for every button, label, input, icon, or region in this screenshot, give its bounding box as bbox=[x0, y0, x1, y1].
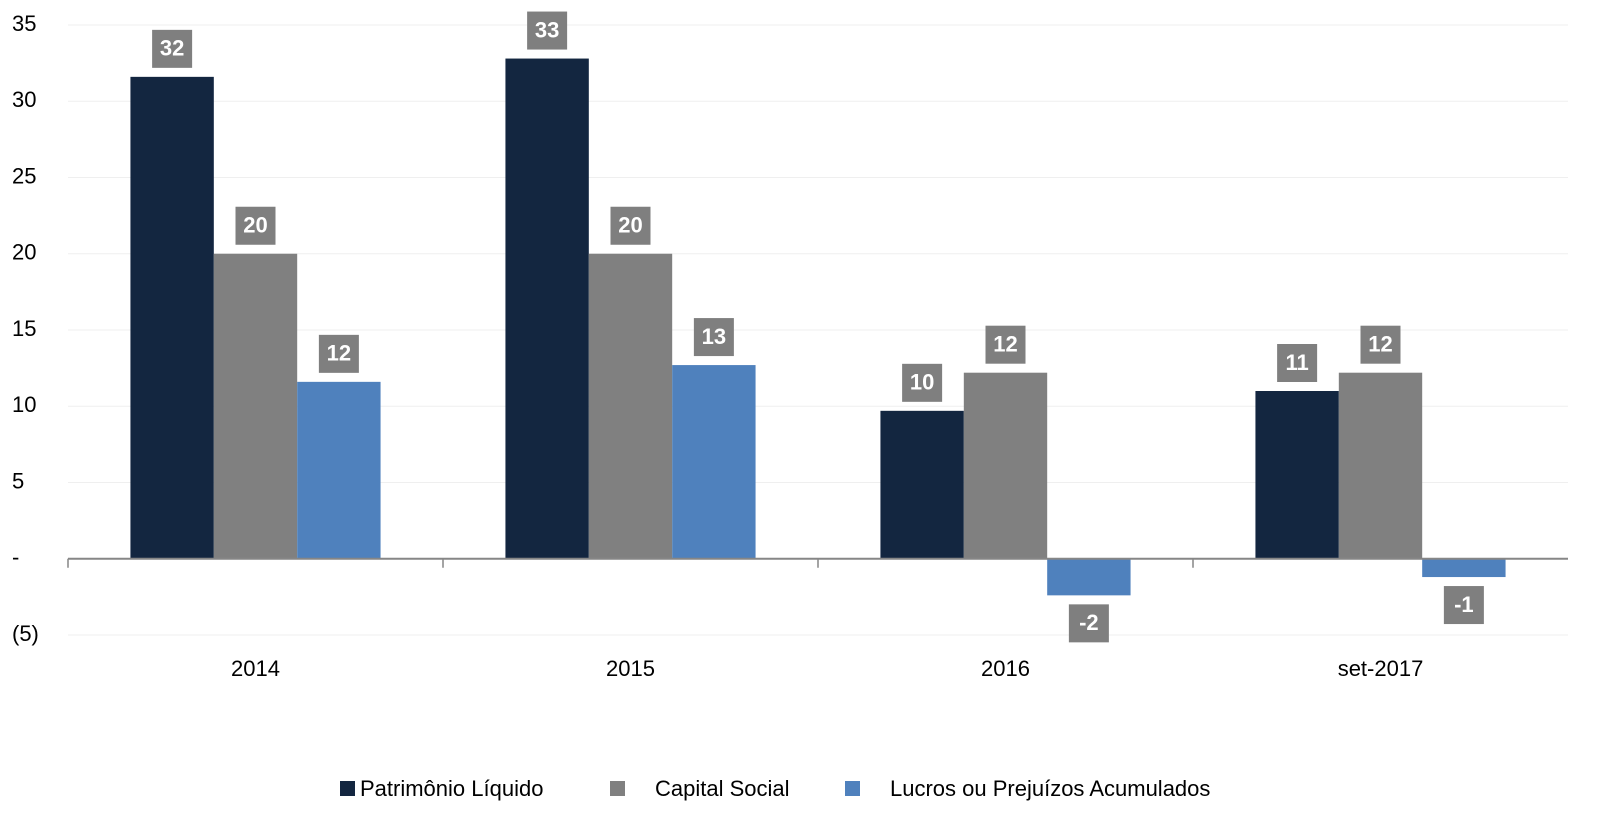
legend-swatch bbox=[340, 781, 355, 796]
value-label: 33 bbox=[535, 17, 559, 42]
bar bbox=[505, 58, 589, 559]
bar bbox=[672, 365, 756, 559]
value-label-box bbox=[693, 318, 734, 357]
value-label: 10 bbox=[910, 370, 934, 395]
value-label: -1 bbox=[1454, 592, 1474, 617]
value-label-box bbox=[152, 29, 193, 68]
bar bbox=[588, 253, 673, 559]
bar bbox=[297, 381, 381, 559]
value-label: 12 bbox=[1368, 332, 1392, 357]
value-label: 12 bbox=[327, 341, 351, 366]
value-label: 20 bbox=[618, 213, 642, 238]
legend-label: Lucros ou Prejuízos Acumulados bbox=[890, 776, 1210, 801]
bar bbox=[1338, 372, 1423, 559]
y-tick-label: 20 bbox=[12, 240, 36, 265]
legend-swatch bbox=[845, 781, 860, 796]
bar bbox=[1422, 558, 1506, 578]
value-label-box bbox=[318, 334, 359, 373]
bar bbox=[880, 410, 964, 559]
y-tick-label: (5) bbox=[12, 621, 39, 646]
legend-label: Capital Social bbox=[655, 776, 790, 801]
value-label-box bbox=[1443, 586, 1484, 625]
bar bbox=[963, 372, 1048, 559]
value-label-box bbox=[902, 363, 943, 402]
value-label: 32 bbox=[160, 36, 184, 61]
y-tick-label: - bbox=[12, 545, 19, 570]
y-tick-label: 10 bbox=[12, 392, 36, 417]
value-label: -2 bbox=[1079, 610, 1099, 635]
x-tick-label: 2014 bbox=[231, 656, 280, 681]
x-tick-label: 2015 bbox=[606, 656, 655, 681]
x-tick-label: 2016 bbox=[981, 656, 1030, 681]
value-label-box bbox=[235, 206, 276, 245]
legend-label: Patrimônio Líquido bbox=[360, 776, 543, 801]
value-label-box bbox=[527, 11, 568, 50]
value-label: 11 bbox=[1285, 350, 1308, 375]
legend-swatch bbox=[610, 781, 625, 796]
value-label: 12 bbox=[993, 332, 1017, 357]
value-label-box bbox=[610, 206, 651, 245]
y-tick-label: 15 bbox=[12, 316, 36, 341]
y-tick-label: 5 bbox=[12, 468, 24, 493]
value-label-box bbox=[1277, 344, 1318, 382]
y-tick-label: 25 bbox=[12, 163, 36, 188]
value-label: 13 bbox=[702, 324, 726, 349]
value-label-box bbox=[1068, 604, 1109, 643]
bar bbox=[213, 253, 298, 559]
bar bbox=[130, 76, 214, 559]
value-label: 20 bbox=[243, 213, 267, 238]
value-label-box bbox=[1360, 325, 1401, 364]
y-tick-label: 30 bbox=[12, 87, 36, 112]
x-tick-label: set-2017 bbox=[1338, 656, 1424, 681]
bar bbox=[1255, 391, 1339, 559]
y-tick-label: 35 bbox=[12, 11, 36, 36]
value-label-box bbox=[985, 325, 1026, 364]
bar bbox=[1047, 558, 1131, 596]
